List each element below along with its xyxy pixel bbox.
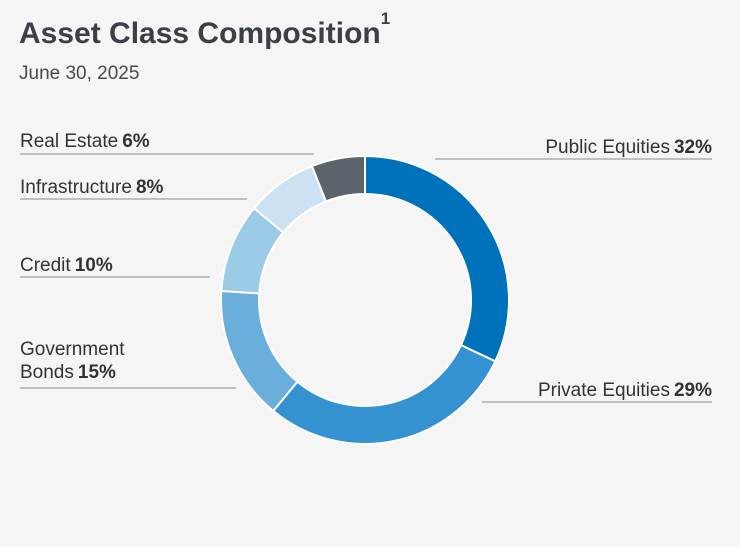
donut-slices [220, 154, 510, 445]
label-real-estate: Real Estate 6% [20, 130, 150, 153]
chart-title: Asset Class Composition1 [19, 10, 390, 54]
value-label-infrastructure: 8% [135, 177, 164, 198]
chart-title-text: Asset Class Composition [19, 17, 381, 50]
label-leader-lines [20, 153, 712, 403]
value-label-private-equities: 29% [673, 380, 712, 401]
label-text-public-equities: Public Equities [545, 137, 670, 158]
label-text-real-estate: Real Estate [20, 131, 119, 152]
title-footnote-marker: 1 [380, 9, 391, 28]
label-text-infrastructure: Infrastructure [20, 177, 132, 198]
label-text-private-equities: Private Equities [537, 380, 670, 401]
label-public-equities: Public Equities 32% [545, 136, 712, 159]
chart-subtitle: June 30, 2025 [19, 63, 140, 84]
label-text-government-bonds-2: Bonds [20, 362, 74, 383]
label-private-equities: Private Equities 29% [538, 379, 712, 402]
slice-private-equities [271, 343, 497, 445]
slice-public-equities [364, 154, 510, 363]
value-label-real-estate: 6% [122, 131, 150, 152]
slice-real-estate [310, 154, 366, 203]
slice-government-bonds [220, 289, 299, 413]
value-label-government-bonds: 15% [77, 362, 116, 383]
value-label-credit: 10% [74, 255, 113, 276]
label-text-government-bonds-1: Government [20, 339, 125, 360]
value-label-public-equities: 32% [673, 137, 712, 158]
label-infrastructure: Infrastructure 8% [20, 176, 163, 199]
label-credit: Credit 10% [20, 254, 113, 277]
label-text-credit: Credit [20, 255, 71, 276]
label-government-bonds: Government Bonds 15% [20, 338, 125, 384]
